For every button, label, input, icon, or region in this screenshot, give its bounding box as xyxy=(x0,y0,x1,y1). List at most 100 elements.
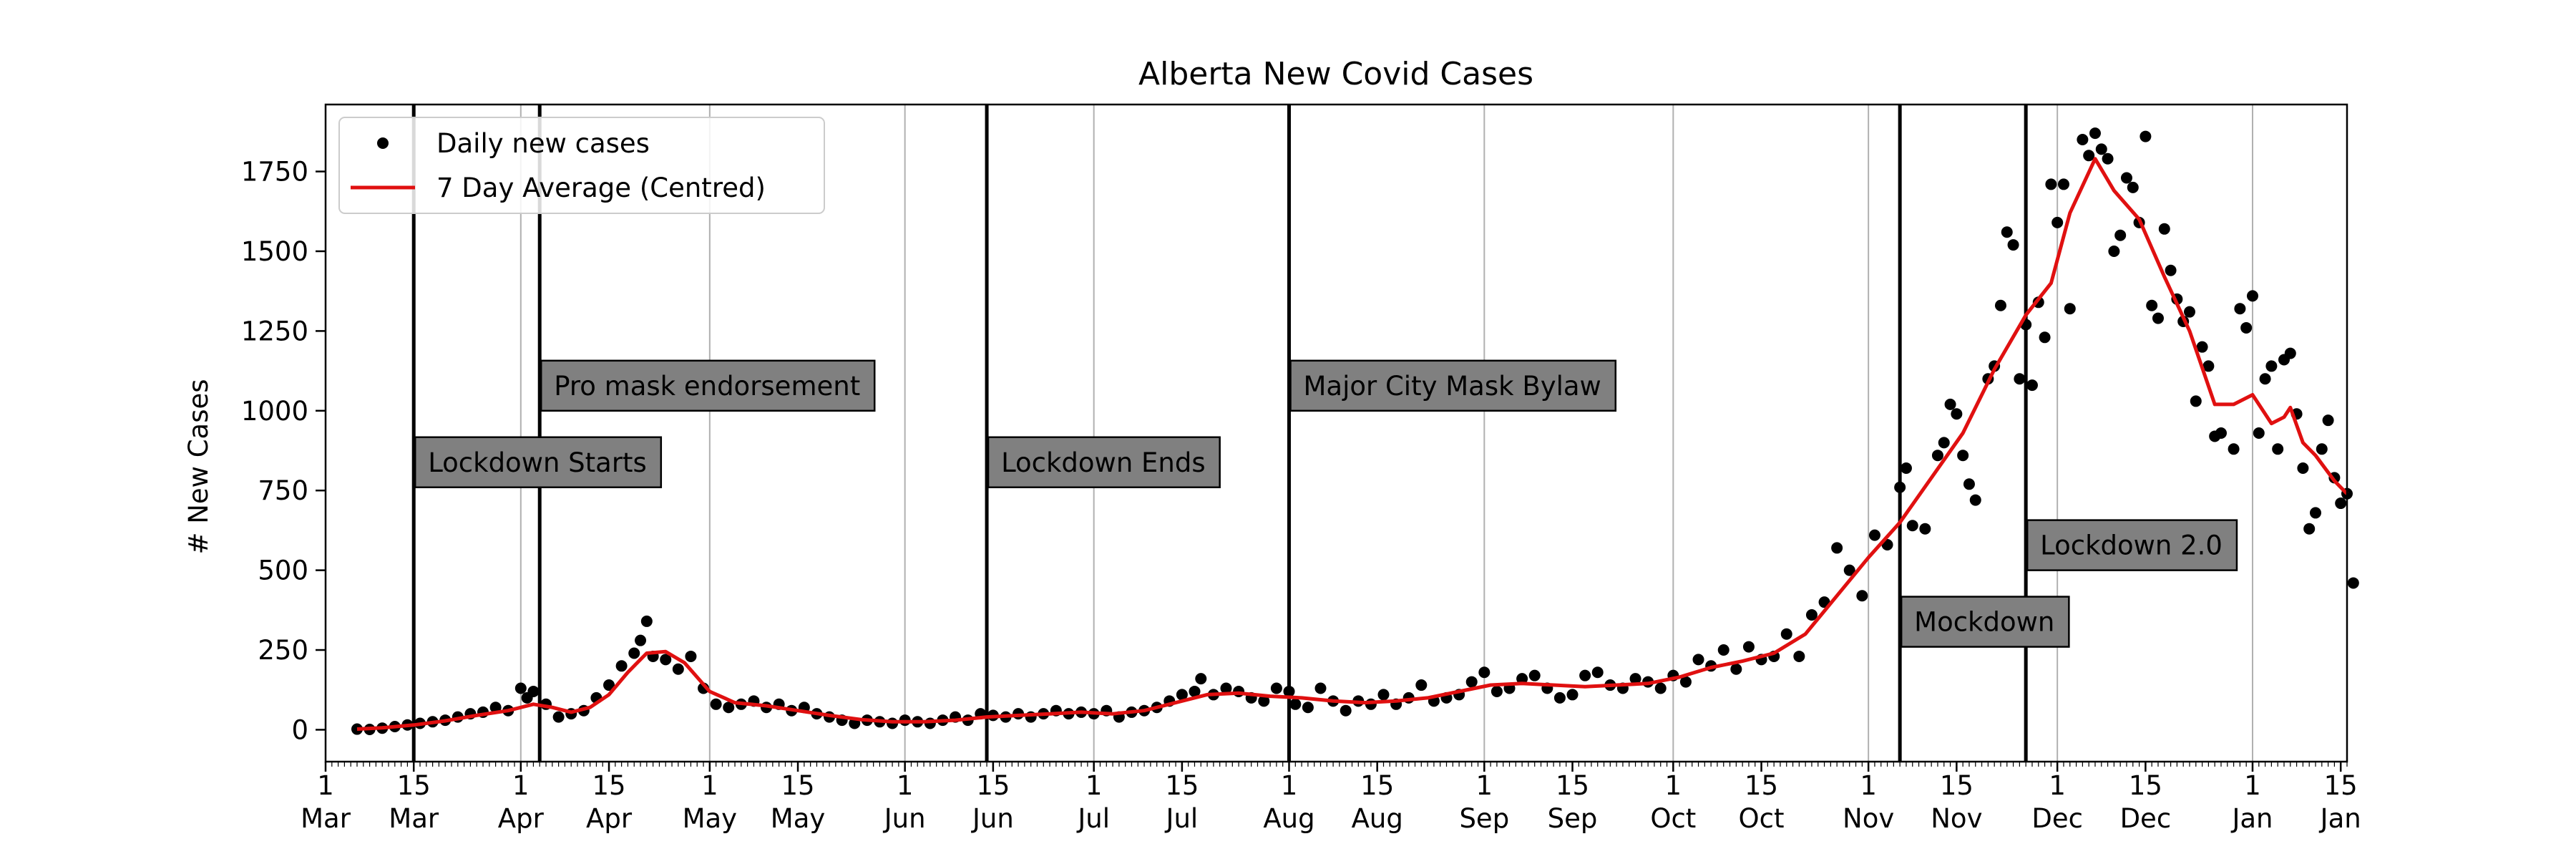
daily-case-point xyxy=(2190,395,2202,407)
daily-case-point xyxy=(2146,299,2158,311)
event-annotations: Lockdown Starts Pro mask endorsement Lockd… xyxy=(414,359,2238,648)
daily-case-point xyxy=(1491,685,1503,697)
daily-case-point xyxy=(1969,494,1981,506)
daily-case-point xyxy=(710,698,722,710)
x-tick-label-day: 15 xyxy=(1940,770,1974,801)
daily-case-point xyxy=(2202,360,2215,372)
event-lines xyxy=(411,105,2028,762)
daily-case-point xyxy=(628,647,640,659)
y-tick-label: 1000 xyxy=(241,396,308,427)
daily-case-point xyxy=(1176,689,1188,701)
daily-case-point xyxy=(1579,669,1591,681)
event-label: Mockdown xyxy=(1914,607,2054,638)
daily-case-point xyxy=(1938,437,1950,449)
x-tick-label-month: May xyxy=(683,803,738,834)
daily-case-point xyxy=(2108,245,2120,257)
y-tick-label: 500 xyxy=(258,555,308,586)
daily-case-point xyxy=(2051,216,2064,228)
x-tick-label-month: Apr xyxy=(498,803,545,834)
event-annotation: Mockdown xyxy=(1900,596,2070,648)
y-axis-ticks: 0 250 500 750 1000 1250 1500 1750 xyxy=(241,157,326,745)
daily-case-point xyxy=(2152,312,2164,324)
event-annotation: Major City Mask Bylaw xyxy=(1289,359,1617,412)
x-tick-label-month: Jul xyxy=(1165,803,1199,834)
daily-case-point xyxy=(1270,682,1282,694)
daily-case-point xyxy=(2089,127,2101,140)
x-tick-label-month: Aug xyxy=(1263,803,1314,834)
y-tick-label: 1250 xyxy=(241,316,308,346)
daily-case-point xyxy=(2158,223,2170,235)
daily-case-point xyxy=(1566,689,1579,701)
daily-case-point xyxy=(2335,498,2347,510)
x-tick-label-day: 15 xyxy=(781,770,814,801)
x-tick-label-month: Jul xyxy=(1076,803,1110,834)
daily-case-point xyxy=(1553,691,1566,704)
event-label-box xyxy=(2026,519,2238,571)
daily-case-point xyxy=(1302,702,1314,714)
x-tick-label-day: 15 xyxy=(976,770,1010,801)
daily-case-point xyxy=(1289,698,1302,710)
daily-case-point xyxy=(1780,628,1792,640)
daily-case-point xyxy=(1742,641,1755,653)
daily-case-point xyxy=(1465,676,1478,688)
x-tick-label-day: 15 xyxy=(1165,770,1199,801)
legend-label-daily: Daily new cases xyxy=(436,128,650,159)
x-tick-label-day: 15 xyxy=(2324,770,2358,801)
x-tick-label-month: May xyxy=(771,803,826,834)
daily-case-point xyxy=(1717,644,1729,656)
daily-case-point xyxy=(2253,427,2265,439)
daily-case-point xyxy=(2127,181,2139,193)
event-label: Lockdown Starts xyxy=(428,447,647,478)
x-tick-label-month: Sep xyxy=(1548,803,1598,834)
daily-case-point xyxy=(2347,577,2359,589)
event-label-box xyxy=(414,436,663,489)
event-annotation: Lockdown Ends xyxy=(987,436,1221,489)
daily-case-point xyxy=(2215,427,2227,439)
x-tick-label-month: Aug xyxy=(1352,803,1403,834)
daily-case-point xyxy=(527,685,540,697)
daily-case-point xyxy=(2045,178,2057,190)
daily-case-point xyxy=(1377,689,1390,701)
event-label-box xyxy=(987,436,1221,489)
daily-case-point xyxy=(2322,414,2334,427)
daily-case-point xyxy=(1516,673,1528,685)
daily-case-point xyxy=(2316,443,2328,455)
y-tick-label: 250 xyxy=(258,635,308,666)
daily-case-point xyxy=(1919,523,1931,535)
daily-case-point xyxy=(1258,695,1270,707)
daily-case-point xyxy=(2083,150,2095,162)
x-tick-label-day: 1 xyxy=(1476,770,1493,801)
daily-case-point xyxy=(1314,682,1327,694)
event-annotation: Lockdown Starts xyxy=(414,436,663,489)
x-tick-label-day: 1 xyxy=(1085,770,1103,801)
x-tick-label-day: 1 xyxy=(1281,770,1298,801)
event-label: Major City Mask Bylaw xyxy=(1303,371,1601,402)
daily-case-point xyxy=(1931,450,1943,462)
daily-case-point xyxy=(1591,666,1604,679)
daily-case-point xyxy=(1679,676,1692,688)
x-tick-label-day: 1 xyxy=(2049,770,2066,801)
daily-case-point xyxy=(1843,564,1855,576)
x-tick-label-day: 15 xyxy=(397,770,431,801)
y-tick-label: 750 xyxy=(258,475,308,506)
daily-case-point xyxy=(2240,321,2253,334)
daily-case-point xyxy=(1894,481,1906,493)
y-tick-label: 0 xyxy=(291,714,308,745)
x-tick-label-day: 15 xyxy=(592,770,625,801)
x-tick-label-month: Jun xyxy=(883,803,926,834)
daily-case-point xyxy=(2102,152,2114,165)
x-tick-label-month: Sep xyxy=(1459,803,1509,834)
x-tick-label-month: Apr xyxy=(586,803,633,834)
daily-case-point xyxy=(2234,303,2246,315)
x-tick-label-month: Dec xyxy=(2031,803,2083,834)
daily-case-point xyxy=(1195,673,1207,685)
daily-case-point xyxy=(2228,443,2240,455)
daily-case-point xyxy=(1963,478,1975,490)
x-tick-label-day: 1 xyxy=(1860,770,1877,801)
daily-case-point xyxy=(2077,134,2089,146)
daily-case-point xyxy=(2297,462,2309,475)
daily-case-point xyxy=(2095,143,2107,155)
daily-case-point xyxy=(603,679,615,691)
legend-dot-marker xyxy=(377,137,389,149)
x-tick-label-day: 15 xyxy=(1745,770,1778,801)
